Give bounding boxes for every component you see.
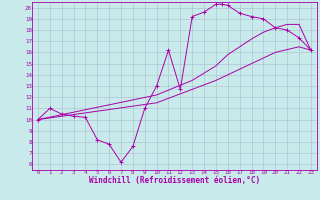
X-axis label: Windchill (Refroidissement éolien,°C): Windchill (Refroidissement éolien,°C): [89, 176, 260, 185]
